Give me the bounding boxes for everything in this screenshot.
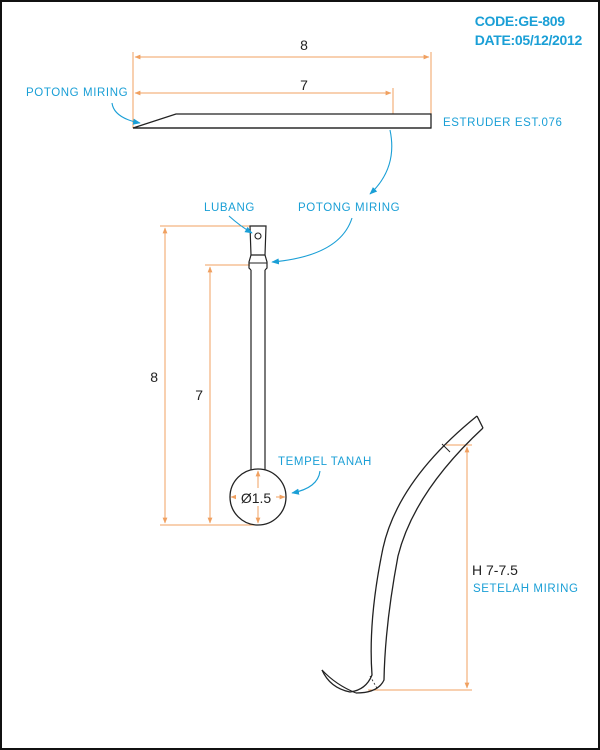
bent-strip-top-end bbox=[476, 415, 484, 429]
extrusion-strip bbox=[132, 113, 432, 129]
label-glue-soil: TEMPEL TANAH bbox=[278, 456, 372, 468]
title-block: CODE:GE-809 DATE:05/12/2012 bbox=[474, 12, 583, 50]
drawing-code: CODE:GE-809 bbox=[474, 13, 565, 29]
diameter-label-bg bbox=[236, 488, 276, 506]
label-angled-cut-pin: POTONG MIRING bbox=[298, 202, 400, 214]
dimension-inner-value: 7 bbox=[195, 387, 203, 403]
leader-glue-soil bbox=[291, 470, 321, 495]
bent-strip-fold-mark bbox=[369, 675, 379, 691]
label-angled-cut: POTONG MIRING bbox=[26, 87, 128, 99]
pin-neck-left bbox=[248, 254, 252, 271]
side-view: 8 7 Ø1.5 LUBANG POTONG MIRING TEMPEL TAN… bbox=[150, 202, 400, 526]
bent-strip-outer bbox=[321, 415, 478, 693]
top-view: 8 7 POTONG MIRING ESTRUDER EST.076 bbox=[26, 37, 563, 129]
bent-strip-cut-mark bbox=[441, 443, 451, 453]
bent-strip-hook-tip bbox=[321, 669, 357, 694]
bent-strip-inner bbox=[355, 427, 484, 694]
dimension-overall-value: 8 bbox=[150, 369, 158, 385]
height-value: H 7-7.5 bbox=[472, 562, 518, 578]
pin-hole bbox=[254, 232, 262, 240]
leader-hole bbox=[228, 215, 253, 234]
dimension-overall-value: 8 bbox=[300, 37, 308, 53]
leader-cut-reference bbox=[369, 129, 393, 195]
leader-angled-cut bbox=[111, 102, 141, 125]
drawing-date: DATE:05/12/2012 bbox=[474, 32, 583, 48]
pin-top-tab bbox=[249, 225, 267, 256]
label-material: ESTRUDER EST.076 bbox=[443, 117, 563, 129]
pin-neck-right bbox=[264, 254, 268, 271]
leader-angled-cut-pin bbox=[271, 217, 353, 265]
label-hole: LUBANG bbox=[204, 202, 255, 214]
label-after-cut: SETELAH MIRING bbox=[473, 583, 579, 595]
diameter-value: Ø1.5 bbox=[241, 490, 272, 506]
dimension-inner-value: 7 bbox=[300, 77, 308, 93]
bent-view: H 7-7.5 SETELAH MIRING bbox=[321, 415, 579, 694]
